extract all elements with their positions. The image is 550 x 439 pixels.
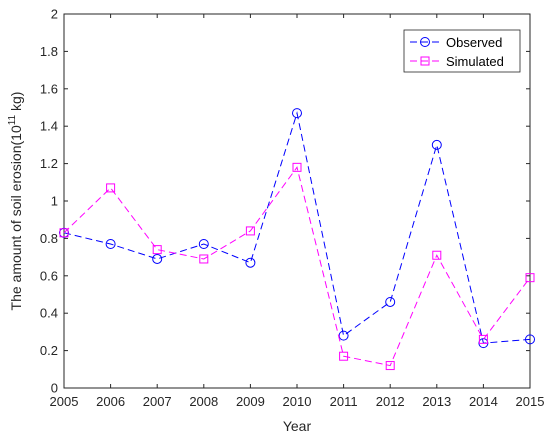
x-tick-label: 2005 bbox=[50, 394, 79, 409]
y-tick-label: 1 bbox=[51, 194, 58, 209]
x-tick-label: 2007 bbox=[143, 394, 172, 409]
legend-observed-marker bbox=[420, 37, 430, 47]
x-tick-label: 2012 bbox=[376, 394, 405, 409]
data-point-observed bbox=[105, 239, 116, 250]
axis-ticks: 2005 2006 2007 2008 2009 2010 2011 2012 2013 2014… bbox=[40, 7, 545, 410]
y-tick-label: 1.6 bbox=[40, 81, 58, 96]
y-tick-label: 0.8 bbox=[40, 231, 58, 246]
y-axis-label-suffix: kg) bbox=[8, 92, 24, 115]
data-point-simulated bbox=[385, 361, 395, 371]
data-point-simulated bbox=[152, 245, 162, 255]
legend-simulated-label: Simulated bbox=[446, 54, 504, 69]
y-tick-label: 0.2 bbox=[40, 343, 58, 358]
data-point-simulated bbox=[245, 226, 255, 236]
series-layer bbox=[59, 108, 535, 371]
y-tick-label: 1.2 bbox=[40, 156, 58, 171]
data-point-observed bbox=[152, 253, 163, 264]
data-point-observed bbox=[385, 296, 396, 307]
y-axis-label-exponent: 11 bbox=[7, 114, 18, 125]
data-point-simulated bbox=[292, 162, 302, 172]
x-tick-label: 2009 bbox=[236, 394, 265, 409]
x-tick-label: 2010 bbox=[283, 394, 312, 409]
data-point-simulated bbox=[339, 351, 349, 361]
y-tick-label: 0.4 bbox=[40, 306, 58, 321]
y-tick-label: 2 bbox=[51, 7, 58, 22]
x-axis-label: Year bbox=[283, 418, 312, 434]
data-point-simulated bbox=[525, 273, 535, 283]
y-tick-label: 0.6 bbox=[40, 268, 58, 283]
data-point-observed bbox=[525, 334, 535, 345]
data-point-simulated bbox=[478, 334, 488, 344]
series-line-observed bbox=[63, 111, 531, 344]
data-point-observed bbox=[198, 239, 209, 250]
x-tick-label: 2011 bbox=[330, 394, 358, 409]
y-axis-label: The amount of soil erosion(1011 kg) bbox=[7, 92, 24, 311]
y-tick-label: 1.8 bbox=[40, 44, 58, 59]
data-point-simulated bbox=[199, 254, 209, 264]
plot-area bbox=[63, 13, 531, 389]
y-axis-label-prefix: The amount of soil erosion(10 bbox=[8, 125, 24, 310]
series-line-simulated bbox=[63, 166, 531, 367]
data-point-observed bbox=[245, 257, 256, 268]
y-tick-label: 1.4 bbox=[40, 119, 58, 134]
data-point-simulated bbox=[432, 250, 442, 260]
data-point-simulated bbox=[59, 228, 69, 238]
data-point-observed bbox=[292, 108, 302, 119]
legend: Observed Simulated bbox=[403, 29, 521, 73]
data-point-simulated bbox=[106, 183, 116, 193]
x-tick-label: 2013 bbox=[422, 394, 451, 409]
y-tick-label: 0 bbox=[51, 381, 58, 396]
x-tick-label: 2015 bbox=[516, 394, 545, 409]
data-point-observed bbox=[431, 139, 442, 150]
x-tick-label: 2008 bbox=[189, 394, 218, 409]
x-tick-label: 2006 bbox=[96, 394, 125, 409]
legend-observed-label: Observed bbox=[446, 35, 502, 50]
data-point-observed bbox=[338, 330, 349, 341]
x-tick-label: 2014 bbox=[469, 394, 498, 409]
legend-simulated-marker bbox=[420, 56, 430, 66]
